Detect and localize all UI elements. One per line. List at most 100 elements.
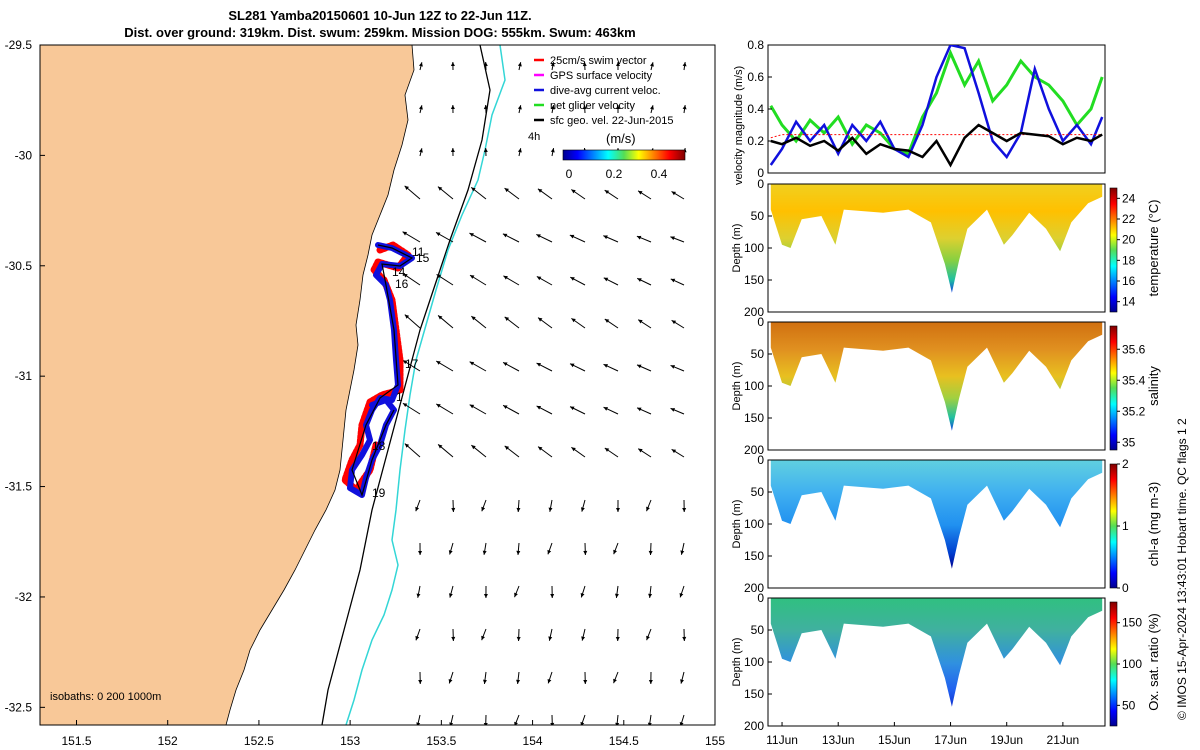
current-vector-head [682, 62, 687, 67]
date-tick-label: 19Jun [990, 733, 1023, 747]
section-field [770, 322, 1103, 431]
current-vector-head [415, 635, 420, 641]
current-vector-head [682, 507, 687, 512]
current-vector-head [570, 406, 575, 411]
current-vector-head [483, 105, 488, 110]
colorbar-label: salinity [1146, 366, 1161, 406]
current-vector-head [483, 148, 488, 153]
legend-entry: GPS surface velocity [550, 70, 653, 82]
section-panel: 0 50 100 150 200 Depth (m) 0 1 2 chl-a (mg m-3) [731, 453, 1161, 595]
isobath-200m [321, 45, 491, 725]
depth-tick-label: 50 [751, 347, 765, 361]
current-vector-head [603, 407, 609, 411]
current-vector-head [538, 317, 543, 322]
map-ytick-label: -31.5 [5, 480, 33, 494]
current-vector-head [517, 148, 522, 153]
current-vector-head [418, 550, 423, 555]
colorbar-title: (m/s) [606, 131, 636, 146]
current-vector-head [448, 550, 453, 555]
current-vector-head [536, 363, 542, 367]
current-vector-head [416, 593, 421, 598]
current-vector-head [614, 593, 619, 598]
current-vector-head [613, 549, 617, 555]
current-vector-head [571, 189, 576, 194]
depth-tick-label: 150 [744, 411, 764, 425]
current-vector-head [450, 148, 455, 153]
current-vector-head [638, 190, 643, 195]
day-label: 15 [416, 251, 430, 265]
current-vector-head [504, 445, 510, 450]
current-vector-head [571, 318, 576, 323]
date-tick-label: 15Jun [878, 733, 911, 747]
section-field [770, 598, 1103, 707]
depth-tick-label: 100 [744, 241, 764, 255]
current-vector-head [402, 360, 408, 365]
current-vector-head [670, 278, 676, 283]
current-vector-head [580, 507, 585, 512]
velocity-ytick-label: 0.2 [747, 134, 764, 148]
current-vector-head [682, 636, 687, 641]
current-vector-head [570, 277, 575, 281]
isobath-1000m [345, 45, 506, 725]
depth-axis-label: Depth (m) [731, 500, 743, 549]
colorbar-tick-label: 2 [1122, 457, 1129, 471]
velocity-series-line [770, 123, 1103, 168]
current-vector-head [514, 721, 518, 725]
depth-tick-label: 150 [744, 273, 764, 287]
current-vector-head [680, 679, 684, 684]
current-vector-head [503, 275, 508, 280]
section-panel: 0 50 100 150 200 Depth (m) 35 35.2 35.4 35.6salin… [731, 315, 1161, 457]
current-vector-head [450, 62, 455, 67]
current-vector-head [415, 506, 420, 512]
map-xtick-label: 151.5 [61, 734, 91, 748]
current-vector-head [616, 62, 621, 67]
current-vector-head [648, 679, 653, 684]
current-vector-head [550, 722, 555, 725]
section-field [770, 184, 1103, 293]
velocity-panel: 0 0.2 0.4 0.6 0.8 velocity magnitude (m/s) [733, 38, 1106, 185]
chart-title: SL281 Yamba20150601 10-Jun 12Z to 22-Jun… [228, 8, 532, 23]
depth-tick-label: 200 [744, 719, 764, 733]
isobath-label: isobaths: 0 200 1000m [50, 691, 161, 703]
colorbar-tick-label: 35.6 [1122, 342, 1146, 356]
current-vector-head [580, 593, 585, 598]
current-vector-head [548, 636, 553, 641]
current-vector-head [483, 62, 488, 67]
current-vector-head [416, 722, 421, 725]
current-vector-head [435, 232, 441, 237]
current-vector-head [613, 678, 617, 684]
current-vector-head [517, 105, 522, 110]
current-vector-head [517, 62, 522, 67]
current-vector-head [638, 319, 643, 324]
velocity-ytick-label: 0.6 [747, 70, 764, 84]
colorbar-tick-label: 35.4 [1122, 373, 1146, 387]
current-vector-head [616, 105, 621, 110]
map-xtick-label: 154 [523, 734, 543, 748]
current-vector-head [603, 277, 609, 282]
current-vector-head [471, 316, 476, 321]
current-vector-head [438, 315, 443, 320]
map-ytick-label: -31 [15, 369, 33, 383]
current-vector-head [679, 592, 684, 598]
map-xtick-label: 153 [340, 734, 360, 748]
current-vector-head [469, 361, 475, 366]
speed-colorbar-ticks: 0 0.2 0.4 [566, 167, 668, 181]
current-vector-head [404, 314, 410, 319]
date-tick-label: 11Jun [766, 733, 798, 747]
current-vector-head [603, 235, 608, 240]
current-vector-head [604, 319, 610, 323]
colorbar-tick-label: 22 [1122, 212, 1136, 226]
colorbar-tick-label: 50 [1122, 698, 1136, 712]
current-vector-head [583, 550, 588, 555]
speed-colorbar [562, 149, 686, 161]
current-vector-head [481, 635, 485, 641]
current-vector-head [451, 636, 456, 641]
current-vector-head [637, 407, 642, 412]
current-vector-head [536, 405, 542, 410]
current-vector-head [583, 679, 588, 684]
current-vector-head [471, 445, 476, 450]
map-ytick-label: -29.5 [5, 38, 33, 52]
map-xtick-label: 155 [705, 734, 725, 748]
current-vector-head [436, 361, 441, 365]
